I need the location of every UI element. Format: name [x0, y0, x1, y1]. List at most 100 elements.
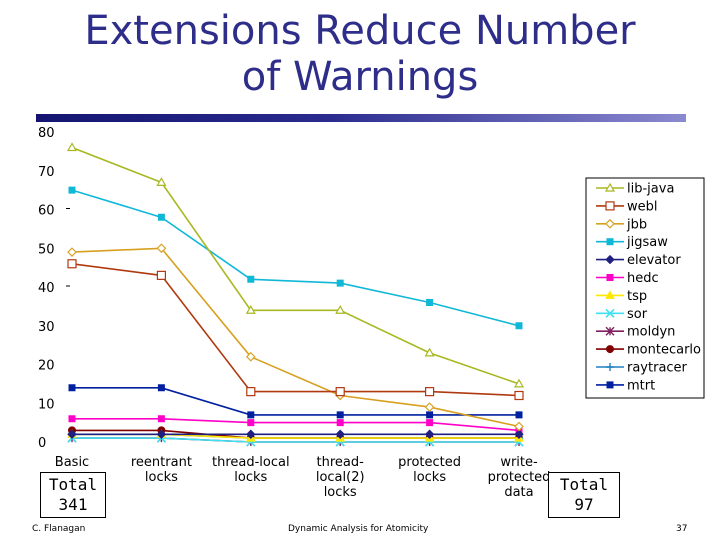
point-hedc-3	[336, 419, 344, 427]
legend-marker-elevator	[605, 254, 615, 265]
point-jbb-4	[424, 402, 435, 412]
series-jigsaw	[68, 186, 523, 330]
total-right-box: Total 97	[548, 472, 620, 518]
y-tick-label-70: 70	[38, 165, 55, 180]
point-hedc-1	[157, 415, 165, 423]
point-mtrt-5	[515, 411, 523, 419]
point-jigsaw-2	[247, 275, 255, 283]
series-sor	[67, 433, 524, 447]
slide-title: Extensions Reduce Number of Warnings	[0, 8, 720, 100]
legend-marker-jbb	[605, 218, 615, 229]
point-webl-0	[67, 259, 77, 269]
point-jbb-5	[514, 421, 524, 432]
legend-label-tsp: tsp	[627, 289, 647, 304]
x-category-label-3-1: local(2)	[316, 470, 365, 485]
point-webl-1	[156, 270, 166, 280]
y-tick-label-50: 50	[38, 242, 55, 257]
legend-label-jbb: jbb	[626, 217, 647, 232]
point-jbb-1	[156, 243, 167, 254]
point-mtrt-4	[426, 411, 434, 419]
legend-marker-tsp	[605, 290, 615, 299]
x-category-label-3-2: locks	[324, 485, 357, 500]
point-jigsaw-4	[426, 299, 434, 306]
legend-label-webl: webl	[627, 199, 658, 214]
x-category-label-4-0: protected	[398, 455, 461, 470]
point-lib-java-5	[513, 378, 525, 388]
point-hedc-4	[426, 419, 434, 427]
title-divider	[36, 114, 686, 122]
point-lib-java-3	[335, 305, 346, 314]
point-webl-3	[335, 387, 345, 397]
legend-label-lib-java: lib-java	[627, 182, 674, 197]
series-line-jigsaw	[71, 189, 520, 327]
legend-marker-moldyn	[605, 326, 615, 336]
series-line-mtrt	[72, 386, 519, 416]
y-tick-label-30: 30	[38, 320, 55, 335]
point-lib-java-0	[66, 142, 78, 152]
point-elevator-3	[335, 429, 345, 439]
legend-label-hedc: hedc	[627, 271, 659, 286]
x-category-label-0-0: Basic	[55, 455, 89, 470]
x-category-label-1-0: reentrant	[131, 455, 192, 470]
legend-marker-hedc	[606, 274, 614, 281]
point-elevator-2	[246, 429, 256, 439]
x-category-label-3-0: thread-	[317, 455, 365, 470]
x-category-label-5-1: protected	[488, 470, 551, 485]
point-elevator-1	[156, 429, 167, 439]
point-lib-java-4	[424, 347, 435, 357]
y-tick-label-80: 80	[38, 126, 55, 141]
series-line-sor	[72, 437, 519, 443]
point-lib-java-1	[156, 177, 167, 186]
series-moldyn	[67, 433, 524, 447]
point-mtrt-0	[68, 384, 76, 392]
point-jigsaw-0	[68, 186, 76, 194]
legend-label-moldyn: moldyn	[627, 325, 675, 340]
series-elevator	[67, 429, 524, 439]
point-jigsaw-5	[515, 322, 523, 330]
point-mtrt-3	[336, 411, 344, 419]
legend-label-elevator: elevator	[627, 253, 681, 268]
x-category-label-5-2: data	[504, 485, 533, 500]
series-mtrt	[68, 384, 523, 419]
series-line-webl	[71, 263, 520, 397]
legend-marker-webl	[605, 201, 615, 211]
point-elevator-5	[514, 429, 524, 439]
x-category-label-2-1: locks	[234, 470, 267, 485]
legend-marker-raytracer	[606, 363, 614, 371]
legend-marker-sor	[605, 308, 615, 318]
legend-label-raytracer: raytracer	[627, 361, 688, 376]
footer-author: C. Flanagan	[32, 524, 86, 534]
series-line-hedc	[72, 417, 520, 432]
point-webl-4	[425, 387, 435, 397]
point-webl-2	[246, 387, 256, 397]
point-jbb-0	[67, 247, 77, 257]
chart-legend: lib-java webl jbb jigsaw elevator hedc tsp sor m…	[585, 177, 705, 399]
point-jigsaw-1	[157, 213, 165, 221]
point-mtrt-2	[247, 411, 255, 419]
x-category-label-5-0: write-	[500, 455, 538, 470]
legend-marker-lib-java	[604, 182, 616, 192]
footer-center: Dynamic Analysis for Atomicity	[288, 524, 429, 534]
legend-marker-montecarlo	[606, 345, 614, 354]
y-tick-label-20: 20	[38, 359, 55, 374]
point-hedc-2	[247, 419, 255, 427]
footer-page-number: 37	[676, 524, 688, 534]
legend-label-montecarlo: montecarlo	[627, 343, 701, 358]
y-tick-label-0: 0	[38, 436, 46, 451]
point-jigsaw-3	[336, 279, 344, 287]
series-lib-java	[66, 142, 525, 388]
legend-frame	[585, 177, 705, 399]
total-left-box: Total 341	[40, 472, 106, 518]
series-tsp	[67, 429, 524, 442]
y-tick-label-60: 60	[38, 204, 55, 219]
legend-label-jigsaw: jigsaw	[626, 235, 668, 250]
total-left-label: Total	[48, 475, 98, 494]
series-webl	[67, 259, 524, 401]
x-category-label-4-1: locks	[413, 470, 446, 485]
total-right-value: 97	[574, 495, 594, 514]
title-line-2: of Warnings	[241, 54, 479, 100]
title-line-1: Extensions Reduce Number	[84, 8, 636, 54]
x-category-label-2-0: thread-local	[212, 455, 290, 470]
x-category-label-1-1: locks	[145, 470, 178, 485]
